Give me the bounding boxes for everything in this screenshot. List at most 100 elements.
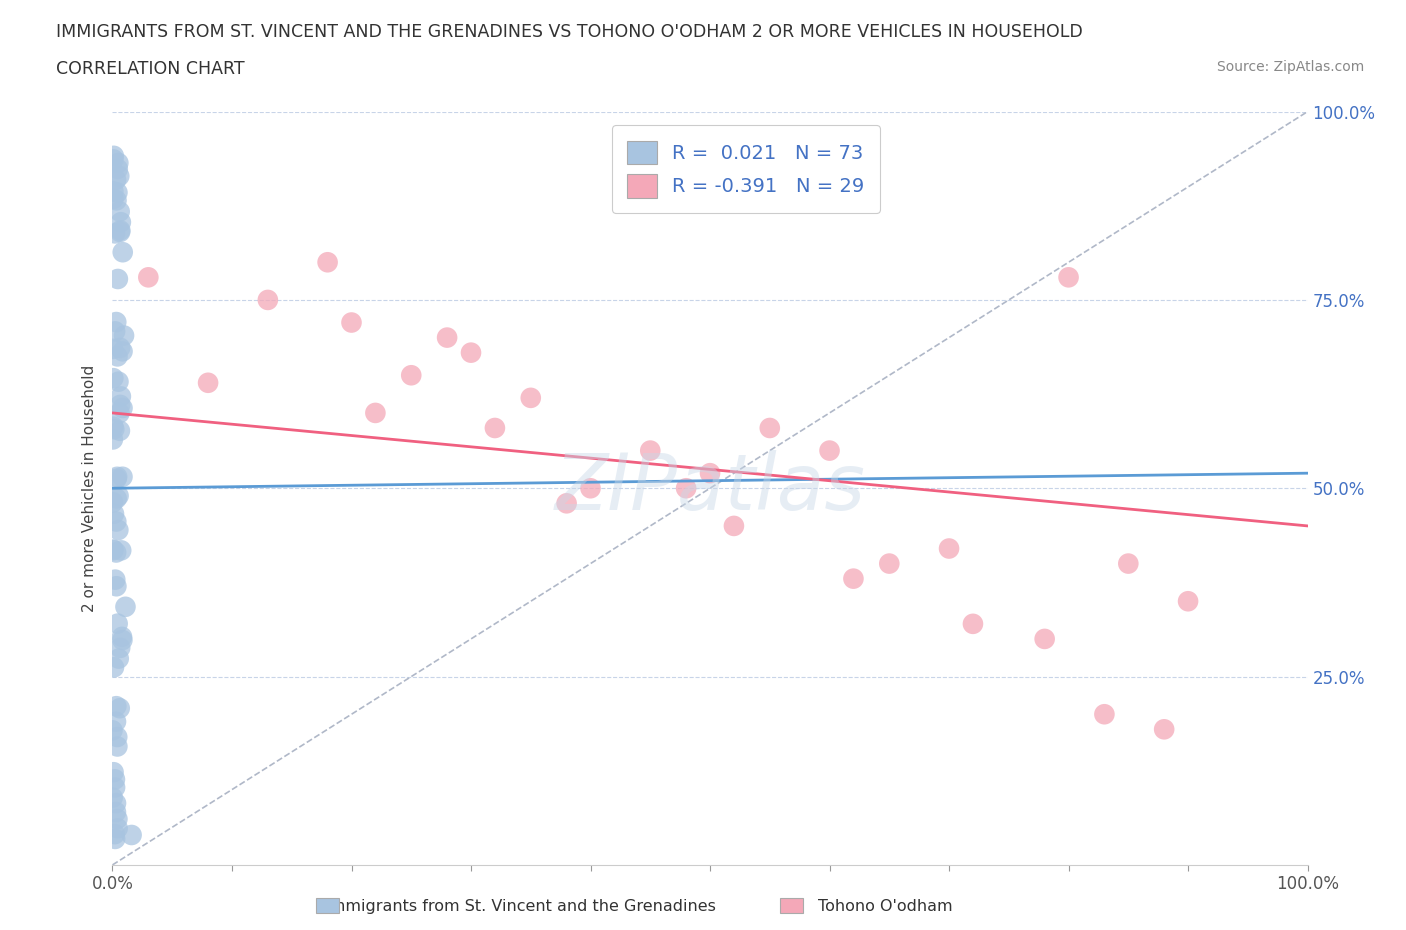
Point <box>842 571 865 586</box>
Point <box>107 162 129 177</box>
Point <box>484 420 506 435</box>
Point <box>103 419 125 434</box>
Point <box>107 185 129 200</box>
Point <box>108 405 131 420</box>
Point <box>108 701 131 716</box>
Point <box>103 149 125 164</box>
Point <box>105 698 128 713</box>
Point <box>401 367 423 383</box>
Point <box>110 215 132 230</box>
Point <box>110 223 132 238</box>
Point <box>101 723 124 737</box>
Point <box>107 812 129 827</box>
Point <box>107 374 129 389</box>
Point <box>107 349 129 364</box>
Point <box>104 780 127 795</box>
Point <box>103 506 125 521</box>
Point <box>107 488 129 503</box>
Point <box>103 422 125 437</box>
Point <box>101 341 124 356</box>
Point <box>197 376 219 391</box>
Point <box>101 790 124 805</box>
Point <box>107 523 129 538</box>
Point <box>103 660 125 675</box>
Point <box>257 293 280 308</box>
Point <box>108 224 131 239</box>
Point <box>675 481 697 496</box>
Text: Source: ZipAtlas.com: Source: ZipAtlas.com <box>1216 60 1364 74</box>
Point <box>105 545 128 560</box>
Point <box>520 391 543 405</box>
Point <box>104 226 127 241</box>
Point <box>1057 270 1080 285</box>
Point <box>105 514 128 529</box>
Point <box>1153 722 1175 737</box>
Point <box>114 599 136 614</box>
Point <box>105 314 128 329</box>
Point <box>316 255 339 270</box>
Point <box>103 764 125 779</box>
Point <box>111 470 134 485</box>
Point <box>112 328 135 343</box>
Point <box>108 423 131 438</box>
Point <box>111 344 134 359</box>
Point <box>108 204 131 219</box>
Point <box>121 828 143 843</box>
Point <box>110 389 132 404</box>
Point <box>1177 594 1199 609</box>
Text: CORRELATION CHART: CORRELATION CHART <box>56 60 245 78</box>
Point <box>105 470 128 485</box>
Point <box>579 481 602 496</box>
Point <box>699 466 721 481</box>
Point <box>1118 556 1140 571</box>
Point <box>640 444 662 458</box>
Point <box>107 651 129 666</box>
Point <box>101 542 124 557</box>
Point <box>103 543 125 558</box>
Point <box>460 345 482 360</box>
Point <box>101 432 124 447</box>
Point <box>723 519 745 534</box>
Point <box>104 572 127 587</box>
Point <box>107 155 129 170</box>
Point <box>555 496 578 511</box>
Point <box>111 632 134 647</box>
Point <box>107 617 129 631</box>
Point <box>104 324 127 339</box>
Point <box>962 617 984 631</box>
Point <box>105 491 128 506</box>
Point <box>105 739 128 754</box>
Point <box>759 420 782 435</box>
Point <box>107 272 129 286</box>
Point <box>104 831 127 846</box>
Point <box>110 543 132 558</box>
Point <box>103 371 125 386</box>
Point <box>340 315 363 330</box>
Text: Tohono O'odham: Tohono O'odham <box>818 899 953 914</box>
Point <box>108 168 131 183</box>
Point <box>436 330 458 345</box>
Point <box>364 405 387 420</box>
Point <box>105 796 128 811</box>
Point <box>101 495 124 510</box>
Point <box>105 193 128 207</box>
Text: Immigrants from St. Vincent and the Grenadines: Immigrants from St. Vincent and the Gren… <box>325 899 716 914</box>
Point <box>138 270 160 285</box>
Point <box>103 152 125 166</box>
Point <box>1094 707 1116 722</box>
Legend: R =  0.021   N = 73, R = -0.391   N = 29: R = 0.021 N = 73, R = -0.391 N = 29 <box>612 126 880 213</box>
Point <box>104 804 127 819</box>
Point <box>103 192 125 206</box>
Point <box>111 401 134 416</box>
Text: IMMIGRANTS FROM ST. VINCENT AND THE GRENADINES VS TOHONO O'ODHAM 2 OR MORE VEHIC: IMMIGRANTS FROM ST. VINCENT AND THE GREN… <box>56 23 1083 41</box>
Point <box>879 556 901 571</box>
Text: ZIPatlas: ZIPatlas <box>554 450 866 526</box>
Point <box>108 641 131 656</box>
Point <box>105 578 128 593</box>
Point <box>104 772 127 787</box>
Point <box>105 714 128 729</box>
Point <box>818 444 841 458</box>
Point <box>1033 631 1056 646</box>
Point <box>111 245 134 259</box>
Point <box>111 630 134 644</box>
